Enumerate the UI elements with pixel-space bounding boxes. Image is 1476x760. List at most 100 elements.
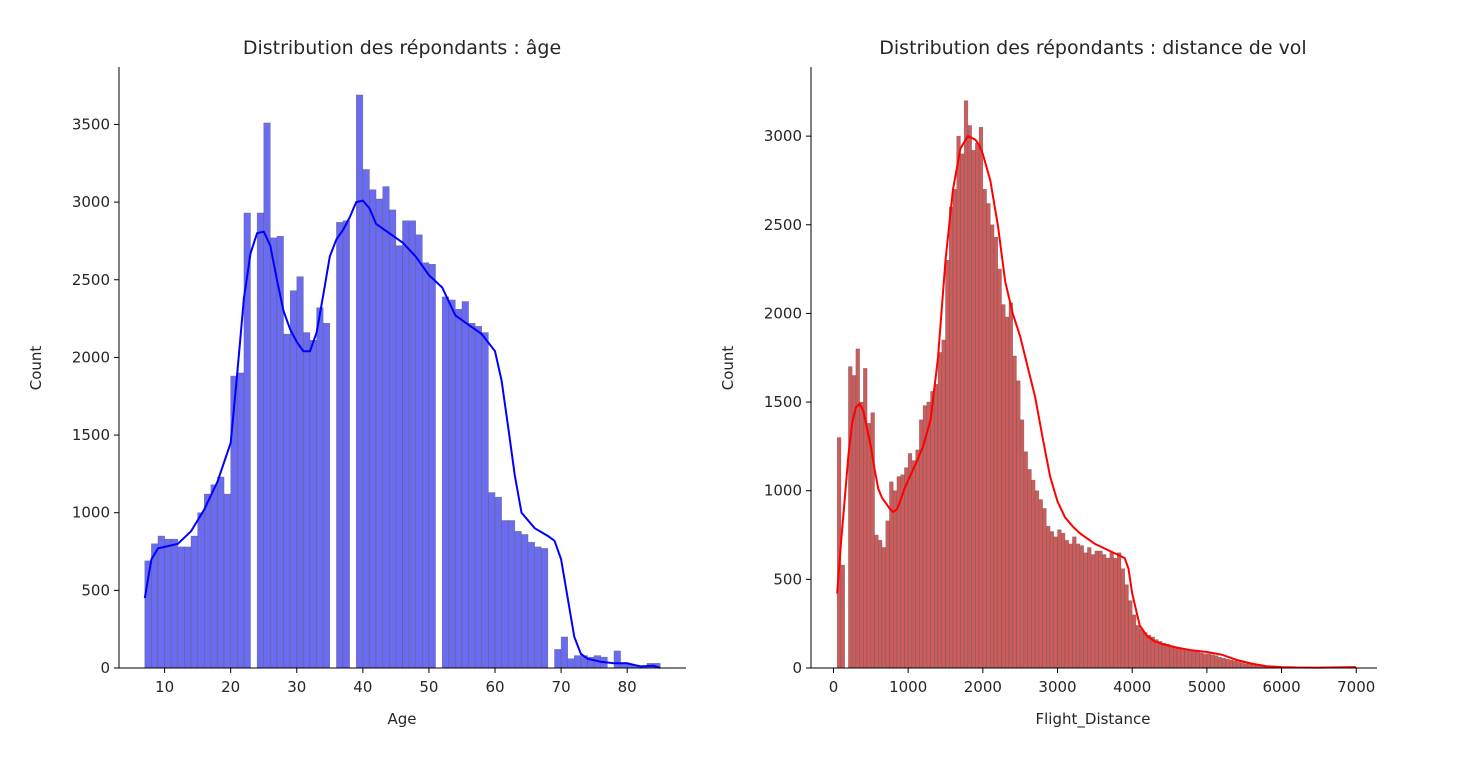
histogram-bar: [1236, 661, 1241, 669]
histogram-bar: [1098, 550, 1103, 669]
histogram-bar: [866, 423, 872, 669]
histogram-bar: [1120, 568, 1125, 669]
histogram-bar: [567, 658, 575, 669]
histogram-bar: [1229, 659, 1234, 669]
histogram-bar: [408, 220, 416, 669]
histogram-bar: [1165, 643, 1170, 669]
histogram-bar: [982, 189, 987, 669]
y-tick-label: 1500: [764, 393, 802, 411]
histogram-bar: [336, 222, 344, 669]
flight-distance-histogram-chart: Distribution des répondants : distance d…: [719, 37, 1377, 729]
histogram-bar: [1075, 543, 1081, 669]
histogram-bar: [1012, 355, 1017, 669]
histogram-bar: [1202, 653, 1208, 669]
histogram-bar: [1217, 657, 1223, 669]
histogram-bar: [892, 490, 898, 669]
histogram-bar: [904, 467, 909, 669]
histogram-bar: [963, 100, 969, 669]
x-tick-label: 5000: [1188, 678, 1226, 696]
histogram-bar: [926, 401, 931, 669]
histogram-bar: [230, 375, 238, 669]
histogram-bar: [560, 636, 568, 669]
histogram-bar: [177, 546, 185, 669]
histogram-bar: [441, 296, 450, 669]
x-tick-label: 7000: [1337, 678, 1375, 696]
x-tick-label: 80: [618, 678, 637, 696]
histogram-bar: [915, 449, 920, 669]
histogram-bar: [1061, 533, 1066, 669]
histogram-bar: [1001, 304, 1006, 669]
histogram-bar: [941, 339, 946, 669]
histogram-bar: [1008, 302, 1013, 669]
histogram-bar: [190, 535, 198, 669]
histogram-bar: [402, 220, 410, 669]
histogram-bar: [395, 245, 403, 669]
histogram-bar: [309, 340, 317, 669]
histogram-bar: [1124, 584, 1129, 669]
histogram-bar: [1019, 419, 1025, 669]
x-tick-label: 1000: [889, 678, 927, 696]
histogram-bar: [1102, 554, 1107, 669]
histogram-bar: [322, 322, 331, 669]
y-axis-ticks: 0 500 1000 1500 2000 2500 3000: [764, 127, 811, 677]
histogram-bar: [369, 189, 377, 669]
histogram-bar: [256, 212, 264, 669]
histogram-bar: [151, 543, 159, 669]
histogram-bar: [848, 366, 853, 669]
histogram-bar: [1109, 552, 1114, 669]
histogram-bar: [263, 122, 271, 669]
histogram-bar: [415, 234, 423, 669]
histogram-bar: [934, 384, 939, 669]
x-tick-label: 4000: [1113, 678, 1151, 696]
histogram-bar: [1023, 451, 1028, 669]
y-tick-label: 2500: [72, 271, 110, 289]
histogram-bar: [990, 224, 995, 669]
histogram-bar: [1214, 655, 1219, 669]
histogram-bar: [986, 203, 991, 669]
histogram-bar: [997, 268, 1002, 669]
histogram-bar: [900, 474, 905, 669]
histogram-bar: [1072, 536, 1077, 669]
y-tick-label: 0: [100, 659, 110, 677]
x-axis-label: Age: [387, 710, 416, 728]
histogram-bar: [978, 127, 984, 669]
y-tick-label: 1000: [72, 504, 110, 522]
histogram-bar: [971, 150, 976, 669]
histogram-bar: [1064, 540, 1069, 669]
histogram-bar: [1161, 642, 1167, 669]
histogram-bar: [937, 352, 943, 669]
histogram-bar: [1079, 545, 1084, 669]
histogram-bar: [1135, 625, 1140, 669]
histogram-bar: [1173, 646, 1178, 669]
histogram-bar: [1083, 552, 1088, 669]
histogram-bar: [1247, 663, 1252, 669]
y-tick-label: 3500: [72, 115, 110, 133]
y-tick-label: 0: [792, 659, 802, 677]
x-tick-label: 50: [419, 678, 438, 696]
histogram-bar: [316, 307, 324, 669]
histogram-bar: [1184, 649, 1189, 669]
histogram-bar: [874, 534, 879, 669]
histogram-bar: [554, 649, 562, 669]
histogram-bar: [534, 546, 542, 669]
histogram-bar: [501, 520, 509, 669]
histogram-bar: [1195, 651, 1200, 669]
histogram-bar: [1038, 499, 1043, 669]
histogram-bar: [382, 186, 390, 669]
histogram-bar: [1240, 662, 1245, 669]
histogram-bar: [468, 322, 476, 669]
histogram-bar: [342, 220, 350, 669]
histogram-bar: [375, 198, 383, 669]
histogram-bar: [514, 531, 522, 669]
histogram-bar: [1206, 653, 1211, 669]
histogram-bar: [1225, 658, 1230, 669]
histogram-bar: [1049, 531, 1055, 669]
histogram-bar: [1068, 543, 1073, 669]
x-tick-label: 30: [287, 678, 306, 696]
histogram-bar: [1105, 557, 1111, 669]
histogram-bar: [494, 496, 502, 669]
histogram-bar: [1090, 554, 1096, 669]
histogram-bar: [1053, 536, 1058, 669]
histogram-bar: [1042, 508, 1047, 669]
histogram-bar: [1131, 614, 1137, 669]
